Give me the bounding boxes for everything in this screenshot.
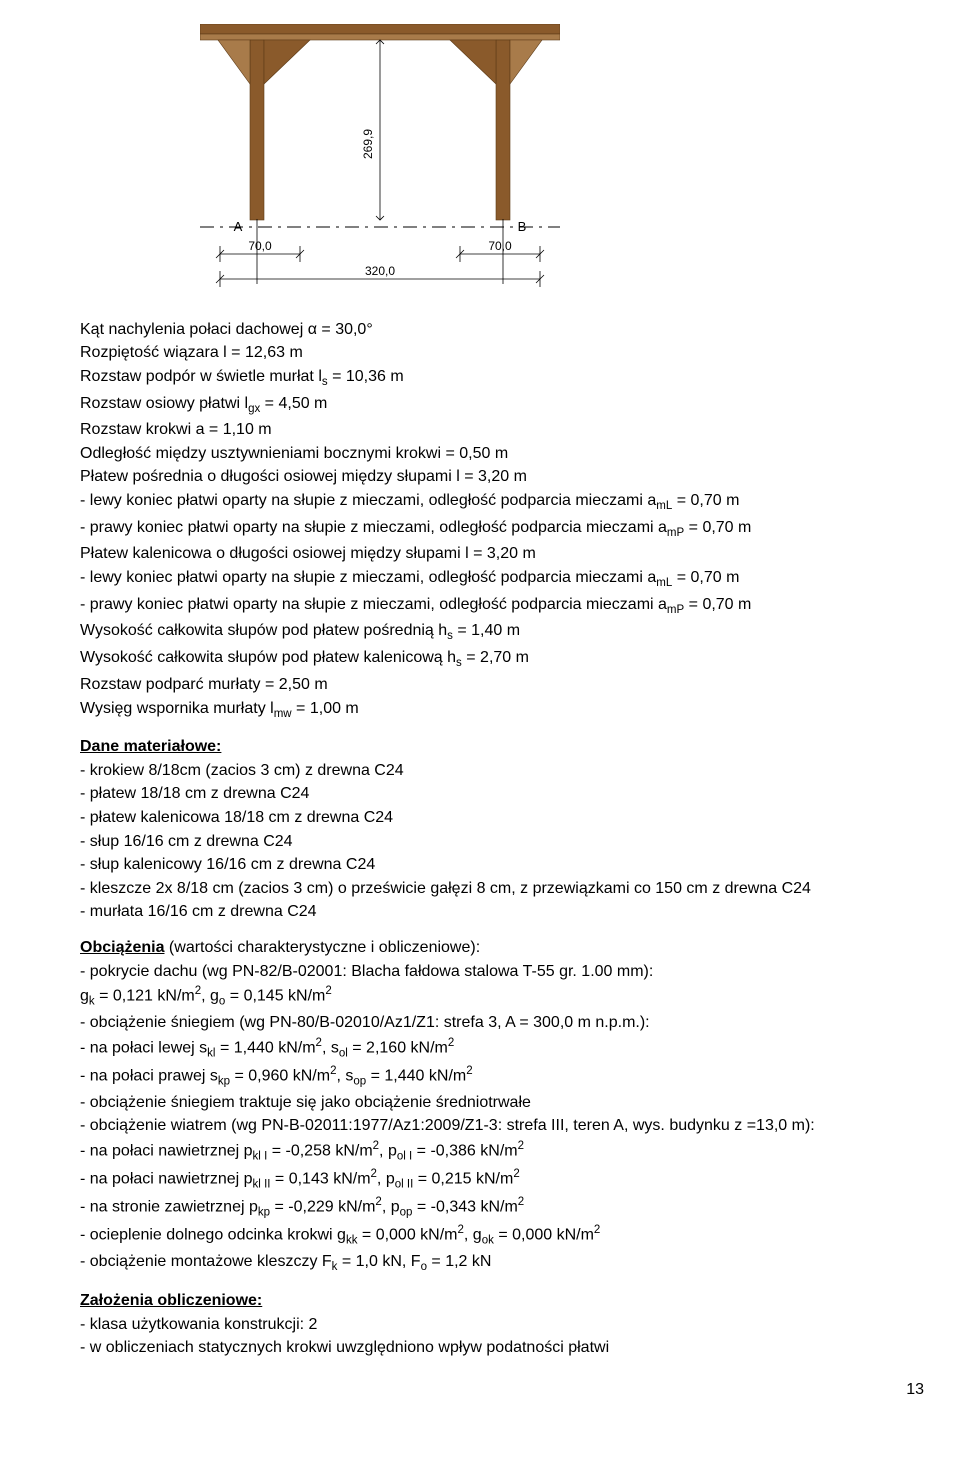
dim-height: 269,9 xyxy=(361,129,375,159)
geom-l1: Kąt nachylenia połaci dachowej α = 30,0° xyxy=(80,319,924,341)
geom-l13: Wysokość całkowita słupów pod płatew poś… xyxy=(80,620,924,645)
geom-l6: Odległość między usztywnieniami bocznymi… xyxy=(80,443,924,465)
loads-l7: - obciążenie wiatrem (wg PN-B-02011:1977… xyxy=(80,1115,924,1137)
loads-l6: - obciążenie śniegiem traktuje się jako … xyxy=(80,1092,924,1114)
loads-l3: - obciążenie śniegiem (wg PN-80/B-02010/… xyxy=(80,1012,924,1034)
assum-2: - w obliczeniach statycznych krokwi uwzg… xyxy=(80,1337,924,1359)
geom-l4: Rozstaw osiowy płatwi lgx = 4,50 m xyxy=(80,393,924,418)
point-b: B xyxy=(518,219,527,234)
mat-4: - słup 16/16 cm z drewna C24 xyxy=(80,831,924,853)
geom-l16: Wysięg wspornika murłaty lmw = 1,00 m xyxy=(80,698,924,723)
mat-3: - płatew kalenicowa 18/18 cm z drewna C2… xyxy=(80,807,924,829)
geom-l7: Płatew pośrednia o długości osiowej międ… xyxy=(80,466,924,488)
mat-1: - krokiew 8/18cm (zacios 3 cm) z drewna … xyxy=(80,760,924,782)
geom-l14: Wysokość całkowita słupów pod płatew kal… xyxy=(80,647,924,672)
materials-heading: Dane materiałowe: xyxy=(80,736,924,758)
dim-left: 70,0 xyxy=(248,239,272,253)
mat-7: - murłata 16/16 cm z drewna C24 xyxy=(80,901,924,923)
loads-l5: - na połaci prawej skp = 0,960 kN/m2, so… xyxy=(80,1064,924,1090)
mat-6: - kleszcze 2x 8/18 cm (zacios 3 cm) o pr… xyxy=(80,878,924,900)
dim-total: 320,0 xyxy=(365,264,395,278)
loads-heading: Obciążenia (wartości charakterystyczne i… xyxy=(80,937,924,959)
geom-l9: - prawy koniec płatwi oparty na słupie z… xyxy=(80,517,924,542)
geom-l3: Rozstaw podpór w świetle murłat ls = 10,… xyxy=(80,366,924,391)
page-number: 13 xyxy=(80,1379,924,1401)
loads-l11: - ocieplenie dolnego odcinka krokwi gkk … xyxy=(80,1223,924,1249)
loads-l4: - na połaci lewej skl = 1,440 kN/m2, sol… xyxy=(80,1036,924,1062)
assumptions-heading: Założenia obliczeniowe: xyxy=(80,1290,924,1312)
loads-l1: - pokrycie dachu (wg PN-82/B-02001: Blac… xyxy=(80,961,924,983)
point-a: A xyxy=(234,219,243,234)
loads-l2: gk = 0,121 kN/m2, go = 0,145 kN/m2 xyxy=(80,984,924,1010)
loads-l10: - na stronie zawietrznej pkp = -0,229 kN… xyxy=(80,1195,924,1221)
geom-l11: - lewy koniec płatwi oparty na słupie z … xyxy=(80,567,924,592)
geom-l12: - prawy koniec płatwi oparty na słupie z… xyxy=(80,594,924,619)
geom-l8: - lewy koniec płatwi oparty na słupie z … xyxy=(80,490,924,515)
mat-2: - płatew 18/18 cm z drewna C24 xyxy=(80,783,924,805)
geom-l15: Rozstaw podparć murłaty = 2,50 m xyxy=(80,674,924,696)
geom-l5: Rozstaw krokwi a = 1,10 m xyxy=(80,419,924,441)
assum-1: - klasa użytkowania konstrukcji: 2 xyxy=(80,1314,924,1336)
geom-l2: Rozpiętość wiązara l = 12,63 m xyxy=(80,342,924,364)
dim-right: 70,0 xyxy=(488,239,512,253)
geom-l10: Płatew kalenicowa o długości osiowej mię… xyxy=(80,543,924,565)
loads-l12: - obciążenie montażowe kleszczy Fk = 1,0… xyxy=(80,1251,924,1276)
loads-l8: - na połaci nawietrznej pkl I = -0,258 k… xyxy=(80,1139,924,1165)
mat-5: - słup kalenicowy 16/16 cm z drewna C24 xyxy=(80,854,924,876)
structure-diagram: 269,9 A B 70,0 70,0 320,0 xyxy=(200,24,560,311)
loads-l9: - na połaci nawietrznej pkl II = 0,143 k… xyxy=(80,1167,924,1193)
